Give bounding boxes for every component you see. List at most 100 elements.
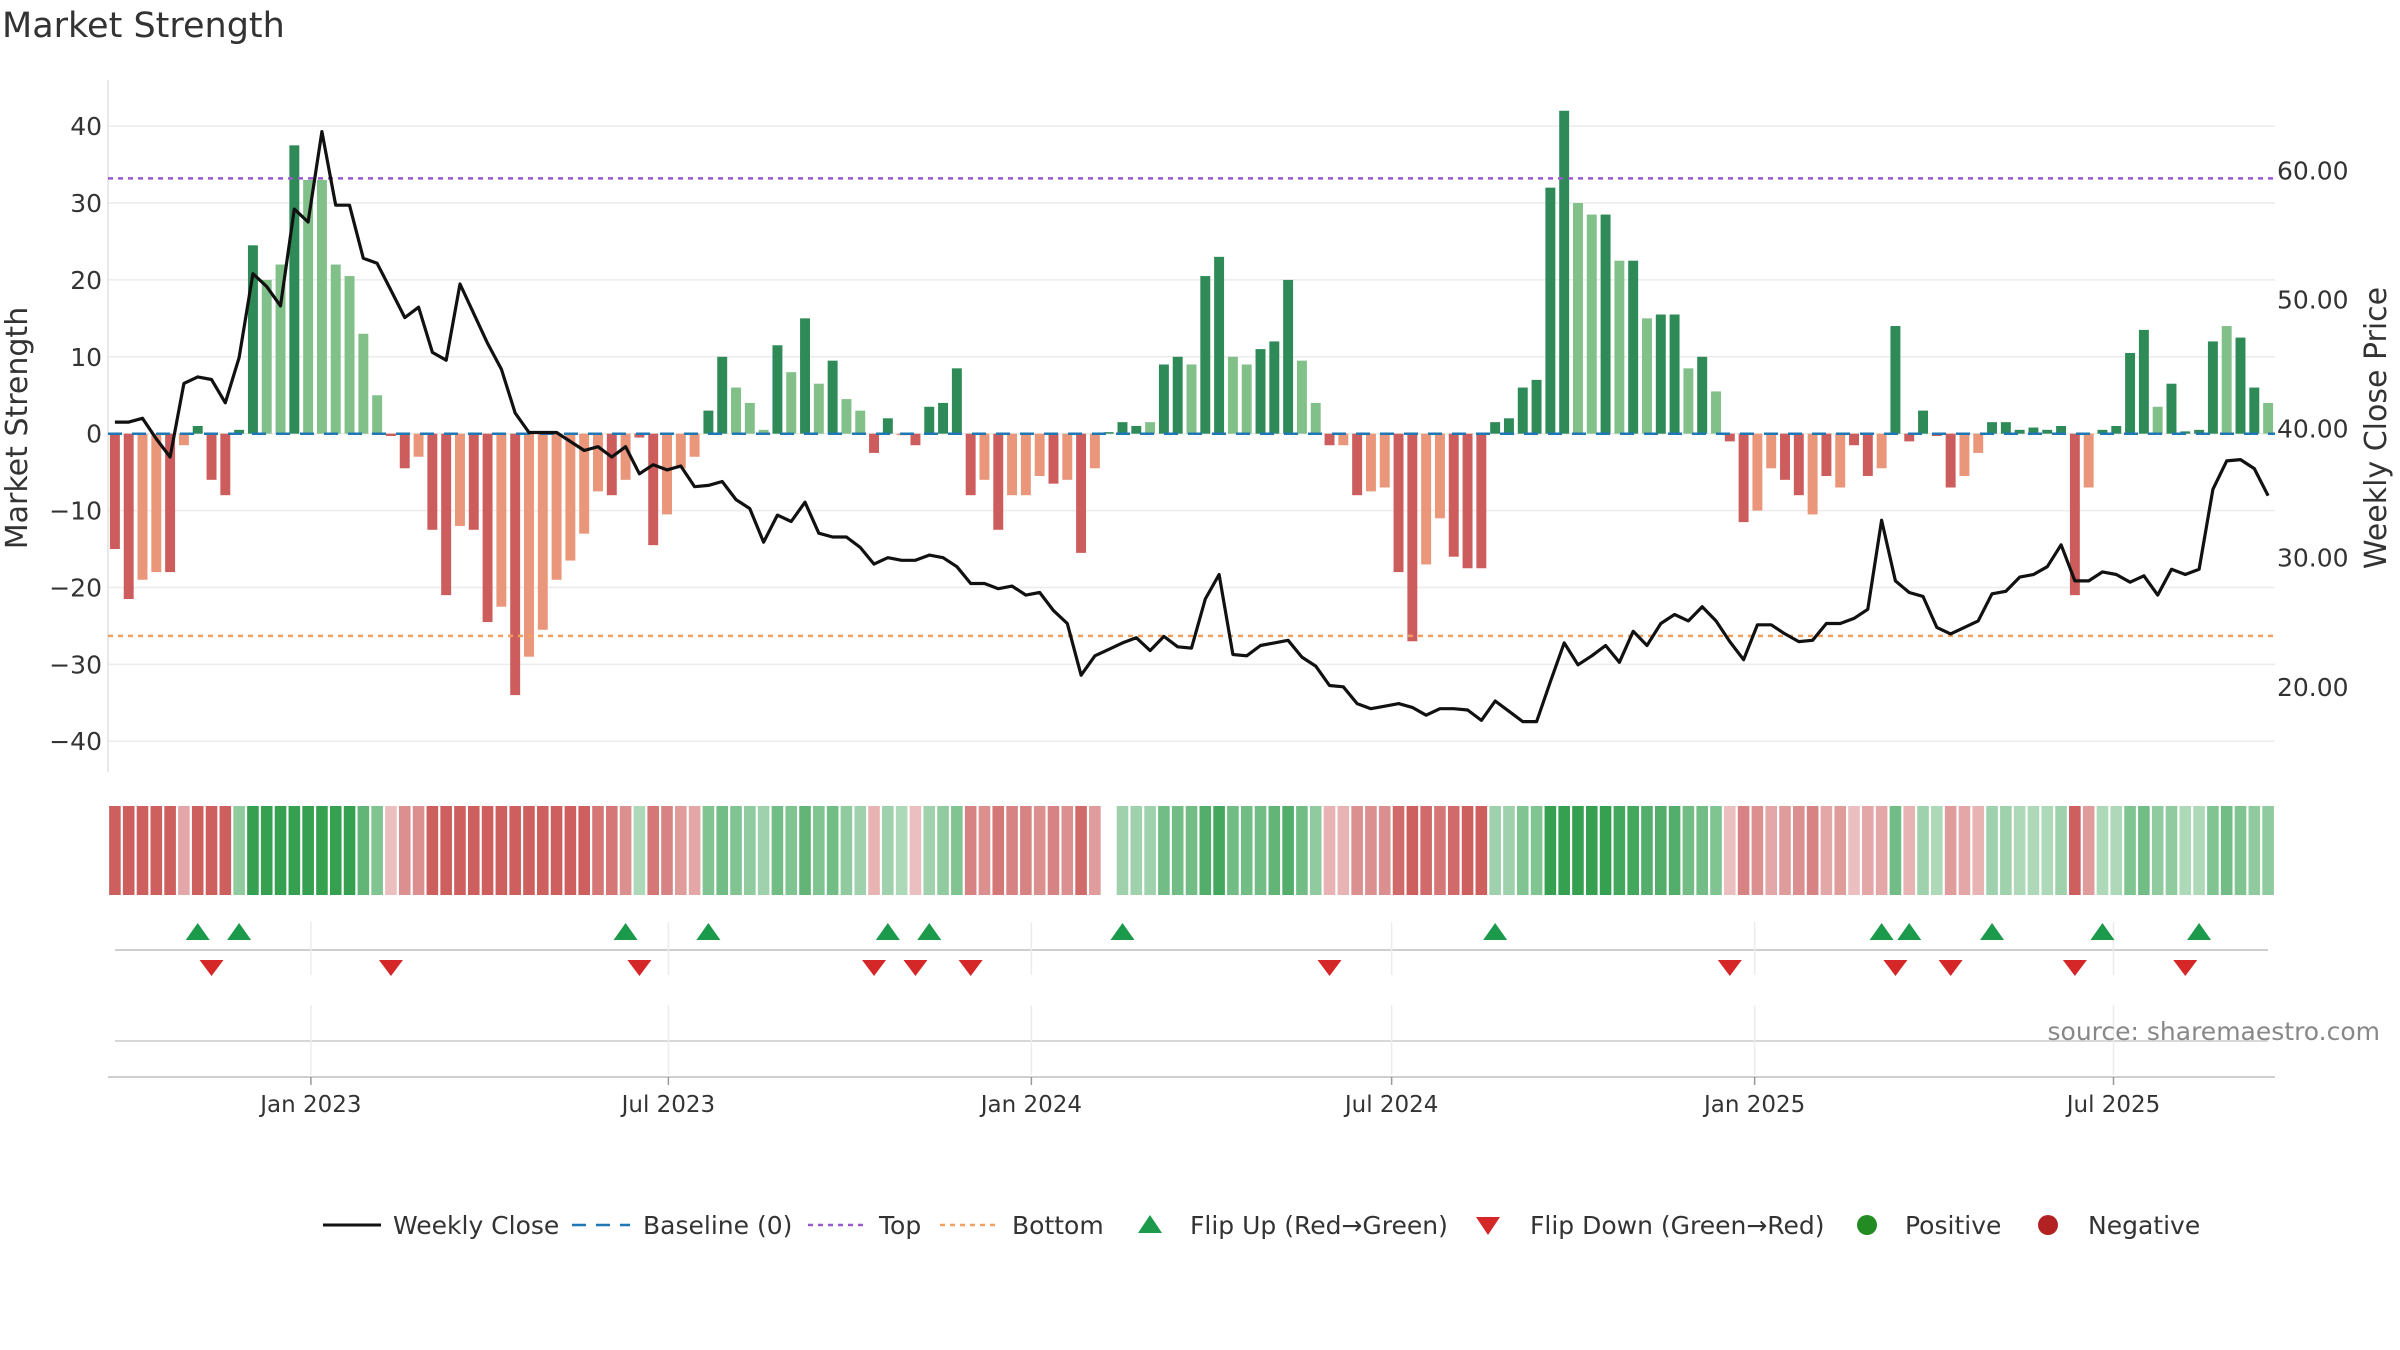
legend-label: Bottom xyxy=(1012,1211,1104,1240)
strength-bar xyxy=(137,433,148,580)
heat-cell xyxy=(1130,806,1143,895)
strength-bar xyxy=(662,433,672,515)
strength-bar xyxy=(1089,433,1100,469)
strength-bar xyxy=(2138,329,2149,434)
legend-label: Negative xyxy=(2088,1211,2200,1240)
strength-bar xyxy=(827,360,838,434)
heat-cell xyxy=(1751,806,1764,895)
heat-cell xyxy=(2082,806,2095,895)
strength-bar xyxy=(813,383,824,434)
strength-bar xyxy=(2263,402,2274,434)
flip-down-marker xyxy=(627,960,652,976)
heat-cell xyxy=(675,806,687,895)
strength-bar xyxy=(1669,314,1680,434)
heat-cell xyxy=(1282,806,1294,895)
strength-bar xyxy=(855,410,866,434)
heat-cell xyxy=(992,806,1005,895)
heat-cell xyxy=(398,806,411,895)
strength-bar xyxy=(247,245,258,434)
strength-bar xyxy=(1269,341,1280,434)
strength-bar xyxy=(1628,260,1639,434)
strength-bar xyxy=(772,345,783,434)
heat-cell xyxy=(1351,806,1363,895)
strength-bar xyxy=(565,433,576,561)
strength-bar xyxy=(1987,422,1998,434)
heat-cell xyxy=(509,806,521,895)
strength-bar xyxy=(1600,214,1611,434)
heat-cell xyxy=(964,806,977,895)
strength-bar xyxy=(1793,433,1804,496)
heat-cell xyxy=(2110,806,2123,895)
strength-bar xyxy=(579,433,590,534)
heat-cell xyxy=(744,806,756,895)
heat-cell xyxy=(1530,806,1543,895)
heat-cell xyxy=(1986,806,1998,895)
heat-cell xyxy=(1075,806,1087,895)
heat-cell xyxy=(1917,806,1929,895)
strength-bar xyxy=(2097,429,2108,434)
heat-cell xyxy=(1599,806,1612,895)
y-tick-label: −40 xyxy=(49,727,102,756)
strength-bar xyxy=(123,433,134,599)
x-tick-label: Jan 2025 xyxy=(1702,1092,1805,1118)
heat-cell xyxy=(1931,806,1943,895)
heat-cell xyxy=(578,806,590,895)
heat-cell xyxy=(592,806,604,895)
heat-cell xyxy=(923,806,936,895)
strength-bar xyxy=(2235,337,2246,434)
flip-down-marker xyxy=(958,960,983,976)
heat-cell xyxy=(1516,806,1529,895)
strength-bar xyxy=(1448,433,1459,557)
heat-cell xyxy=(1296,806,1308,895)
heat-cell xyxy=(909,806,922,895)
strength-bar xyxy=(1697,356,1708,434)
heat-cell xyxy=(1365,806,1377,895)
heat-cell xyxy=(1185,806,1198,895)
strength-bar xyxy=(758,429,769,434)
heat-cell xyxy=(2262,806,2274,895)
flip-down-marker xyxy=(1883,960,1908,976)
heat-cell xyxy=(564,806,577,895)
strength-bar xyxy=(385,433,396,436)
gridlines xyxy=(107,80,2275,772)
heat-cell xyxy=(1544,806,1557,895)
strength-bar xyxy=(910,433,921,446)
strength-bar xyxy=(2028,427,2039,434)
strength-bar xyxy=(1545,187,1556,434)
heat-cell xyxy=(260,806,273,895)
heat-cell xyxy=(619,806,632,895)
strength-bar xyxy=(551,433,562,580)
heat-cell xyxy=(1006,806,1018,895)
heat-cell xyxy=(1848,806,1860,895)
heat-cell xyxy=(1434,806,1446,895)
heat-cell xyxy=(1033,806,1046,895)
flip-up-marker xyxy=(917,923,942,940)
heat-cell xyxy=(661,806,673,895)
heat-cell xyxy=(550,806,563,895)
strength-bar xyxy=(2014,429,2025,434)
heat-cell xyxy=(1806,806,1819,895)
heat-cell xyxy=(1089,806,1101,895)
heat-cell xyxy=(109,806,121,895)
strength-bar xyxy=(2207,341,2218,434)
heat-cell xyxy=(288,806,301,895)
heat-cell xyxy=(2207,806,2219,895)
strength-bar xyxy=(1062,433,1073,480)
flip-markers xyxy=(115,922,2268,1075)
heat-cell xyxy=(2069,806,2081,895)
heat-cell xyxy=(150,806,163,895)
flip-up-marker xyxy=(185,923,210,940)
heat-cell xyxy=(2027,806,2040,895)
strength-bar xyxy=(1145,422,1156,434)
x-tick-label: Jul 2023 xyxy=(620,1092,716,1118)
strength-bar xyxy=(1642,318,1652,434)
heat-cell xyxy=(1020,806,1032,895)
strength-bar xyxy=(1862,433,1873,476)
strength-bar xyxy=(1255,349,1266,434)
strength-bar xyxy=(510,433,521,696)
heat-cell xyxy=(1765,806,1778,895)
heat-cell xyxy=(702,806,715,895)
heat-cell xyxy=(2055,806,2067,895)
y-axis-left: 40 30 20 10 0 −10 −20 −30 −40 xyxy=(49,112,102,756)
